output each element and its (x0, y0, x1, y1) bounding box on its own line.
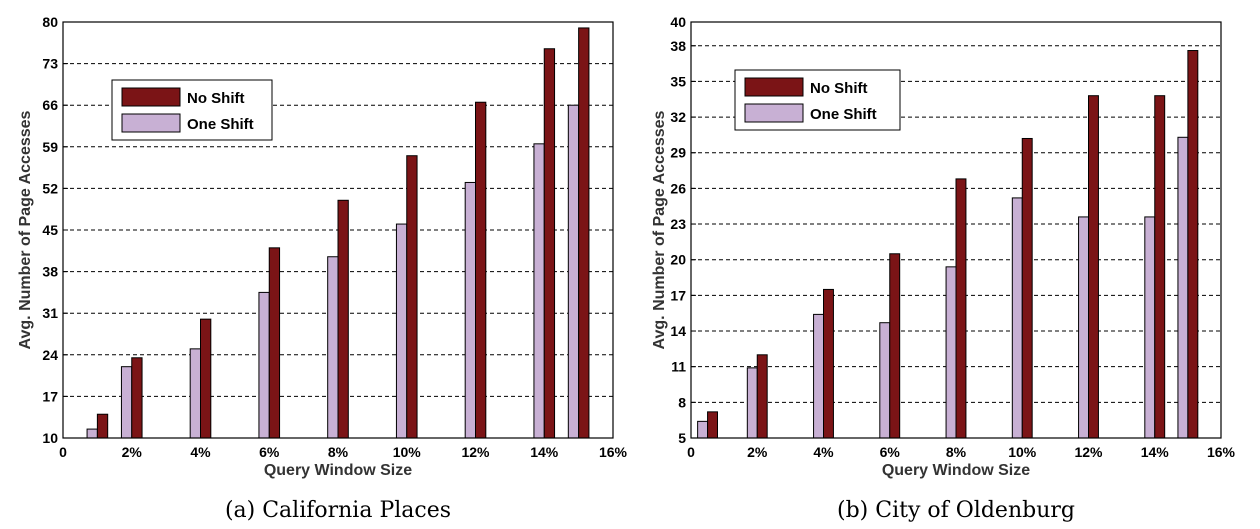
bar-no-shift (1088, 95, 1099, 439)
bar-no-shift (1021, 137, 1033, 439)
bar-no-shift (955, 178, 967, 439)
x-tick-label: 4% (190, 444, 211, 460)
x-tick-label: 8% (946, 444, 967, 460)
y-tick-label: 52 (42, 180, 58, 196)
y-tick-label: 23 (670, 216, 686, 232)
bar-no-shift (889, 253, 901, 439)
y-tick-label: 45 (42, 222, 58, 238)
x-tick-label: 14% (1141, 444, 1170, 460)
legend-swatch (744, 103, 804, 123)
x-tick-label: 6% (880, 444, 901, 460)
x-axis-label: Query Window Size (264, 462, 412, 479)
bar-no-shift (1187, 50, 1199, 439)
y-tick-label: 10 (42, 430, 58, 446)
bar-one-shift (258, 291, 270, 439)
y-tick-label: 35 (670, 73, 686, 89)
x-tick-label: 10% (1008, 444, 1037, 460)
bar-one-shift (746, 367, 758, 439)
y-tick-label: 66 (42, 97, 58, 113)
bar-no-shift (756, 354, 768, 439)
bar-one-shift (395, 223, 408, 439)
x-tick-label: 6% (259, 444, 280, 460)
x-tick-label: 2% (747, 444, 768, 460)
y-tick-label: 31 (42, 305, 58, 321)
y-tick-label: 14 (670, 323, 686, 339)
chart-california: 10 17 24 31 38 45 52 59 66 73 80 0 2% 4% 6% 8% 10% 12% 14%… (17, 14, 628, 523)
bar-one-shift (327, 256, 339, 439)
figure-caption: (a) California Places (225, 498, 451, 523)
bar-no-shift (823, 288, 834, 439)
y-tick-label: 40 (670, 14, 686, 30)
x-tick-label: 16% (1207, 444, 1236, 460)
y-tick-label: 59 (42, 139, 58, 155)
x-tick-label: 0 (687, 444, 695, 460)
y-axis-label: Avg. Number of Page Accesses (17, 110, 34, 349)
x-tick-label: 0 (59, 444, 67, 460)
bar-one-shift (697, 420, 709, 439)
plot-frame (690, 21, 1222, 439)
legend-label: One Shift (810, 106, 877, 123)
x-tick-label: 8% (328, 444, 349, 460)
bar-one-shift (1177, 136, 1189, 439)
chart-panel-california: 10 17 24 31 38 45 52 59 66 73 80 0 2% 4% 6% 8% 10% 12% 14%… (17, 14, 628, 523)
bar-no-shift (96, 413, 109, 439)
x-tick-label: 14% (530, 444, 559, 460)
x-tick-label: 2% (122, 444, 143, 460)
bar-no-shift (1154, 95, 1166, 439)
bar-no-shift (543, 48, 556, 439)
y-tick-label: 32 (670, 109, 686, 125)
bar-no-shift (268, 247, 281, 439)
x-tick-label: 10% (393, 444, 422, 460)
bar-one-shift (464, 181, 476, 439)
y-tick-label: 38 (670, 38, 686, 54)
x-tick-label: 12% (1074, 444, 1103, 460)
plot-frame (62, 21, 614, 439)
bar-no-shift (475, 101, 487, 439)
bar-one-shift (813, 313, 824, 439)
y-tick-label: 11 (671, 359, 686, 375)
bar-no-shift (406, 155, 418, 439)
bar-no-shift (200, 318, 212, 439)
legend-swatch (744, 77, 804, 97)
bar-one-shift (945, 266, 957, 439)
y-tick-label: 5 (678, 430, 686, 446)
y-tick-label: 80 (42, 14, 58, 30)
y-tick-label: 8 (678, 394, 686, 410)
y-tick-label: 24 (42, 347, 58, 363)
x-tick-label: 12% (461, 444, 490, 460)
figure-caption: (b) City of Oldenburg (837, 498, 1075, 523)
bar-one-shift (1011, 197, 1023, 439)
legend-label: No Shift (187, 90, 245, 107)
bar-no-shift (131, 357, 143, 439)
y-tick-label: 17 (670, 287, 686, 303)
y-tick-label: 20 (670, 252, 686, 268)
bar-one-shift (533, 143, 545, 439)
y-tick-label: 29 (670, 145, 686, 161)
legend-label: One Shift (187, 116, 254, 133)
bar-one-shift (879, 322, 891, 439)
x-tick-label: 4% (813, 444, 834, 460)
legend-label: No Shift (810, 80, 868, 97)
bar-one-shift (1078, 216, 1089, 439)
legend-swatch (121, 87, 181, 107)
chart-oldenburg: 5 8 11 14 17 20 23 26 29 32 35 38 40 0 2% 4% 6% 8% 10% 12% 1… (651, 14, 1236, 523)
y-tick-label: 38 (42, 264, 58, 280)
y-axis-label: Avg. Number of Page Accesses (651, 110, 668, 349)
y-tick-label: 17 (42, 388, 58, 404)
bar-one-shift (86, 428, 98, 439)
bar-no-shift (578, 27, 590, 439)
bar-one-shift (120, 366, 133, 439)
bar-no-shift (707, 411, 718, 439)
bar-one-shift (189, 348, 201, 439)
bar-one-shift (567, 104, 580, 439)
x-tick-label: 16% (599, 444, 628, 460)
x-axis-label: Query Window Size (882, 462, 1030, 479)
bar-one-shift (1144, 216, 1156, 439)
y-tick-label: 26 (670, 180, 686, 196)
bar-no-shift (337, 199, 349, 439)
y-tick-label: 73 (42, 56, 58, 72)
legend-swatch (121, 113, 181, 133)
chart-panel-oldenburg: 5 8 11 14 17 20 23 26 29 32 35 38 40 0 2% 4% 6% 8% 10% 12% 1… (630, 0, 1260, 529)
